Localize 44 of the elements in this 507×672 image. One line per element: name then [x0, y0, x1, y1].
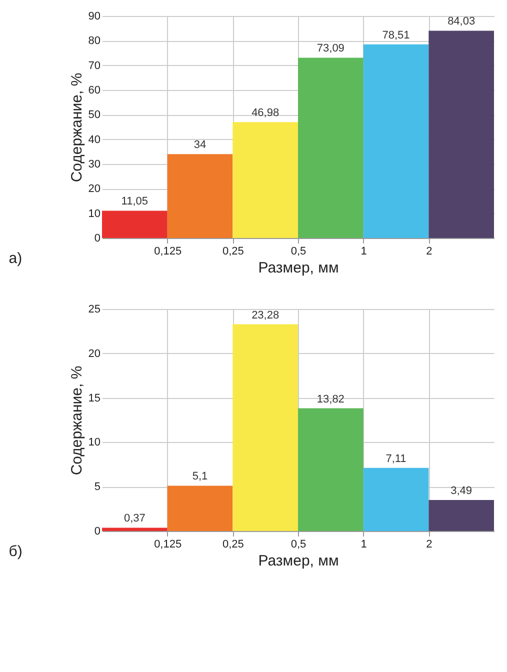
y-tick-label: 15 — [88, 392, 100, 404]
x-tick-label: 0,5 — [290, 538, 306, 550]
y-tick-label: 80 — [88, 35, 100, 48]
data-label: 84,03 — [448, 16, 476, 28]
y-tick-label: 60 — [88, 84, 100, 96]
y-tick-label: 25 — [88, 304, 100, 316]
y-tick-label: 40 — [88, 134, 100, 146]
data-label: 34 — [194, 139, 206, 152]
x-tick-label: 0,5 — [290, 246, 306, 258]
x-tick-label: 1 — [360, 538, 367, 550]
data-label: 78,51 — [382, 29, 410, 42]
data-label: 7,11 — [386, 452, 406, 465]
y-tick-label: 90 — [88, 10, 100, 22]
y-tick-label: 70 — [88, 60, 100, 72]
y-tick-label: 20 — [88, 348, 100, 360]
x-tick-label: 0,25 — [222, 538, 244, 550]
x-tick-label: 0,125 — [154, 538, 182, 550]
y-axis-title: Содержание, % — [68, 366, 86, 476]
y-tick-label: 0 — [94, 526, 100, 538]
y-tick-label: 0 — [94, 232, 100, 244]
data-label: 11,05 — [121, 196, 148, 208]
x-axis-title: Размер, мм — [258, 552, 339, 570]
data-label: 23,28 — [252, 309, 280, 322]
y-tick-label: 10 — [88, 208, 100, 220]
y-axis-title: Содержание, % — [68, 72, 86, 182]
y-tick-label: 5 — [94, 481, 100, 494]
data-label: 13,82 — [316, 393, 344, 406]
data-label: 73,09 — [316, 42, 344, 55]
data-label: 0,37 — [124, 512, 146, 525]
text: а) — [8, 250, 22, 267]
data-label: 46,98 — [252, 107, 280, 120]
x-tick-label: 0,125 — [154, 246, 182, 258]
x-tick-label: 1 — [360, 246, 367, 258]
y-tick-label: 10 — [88, 436, 100, 449]
data-label: 3,49 — [450, 485, 472, 498]
y-tick-label: 50 — [88, 109, 100, 122]
y-tick-label: 20 — [88, 183, 100, 196]
x-axis-title: Размер, мм — [258, 260, 339, 276]
y-tick-label: 30 — [88, 158, 100, 170]
x-tick-label: 2 — [426, 538, 432, 550]
x-tick-label: 0,25 — [222, 246, 244, 258]
data-label: 5,1 — [192, 470, 208, 483]
x-tick-label: 2 — [426, 246, 432, 258]
text: б) — [8, 543, 22, 560]
